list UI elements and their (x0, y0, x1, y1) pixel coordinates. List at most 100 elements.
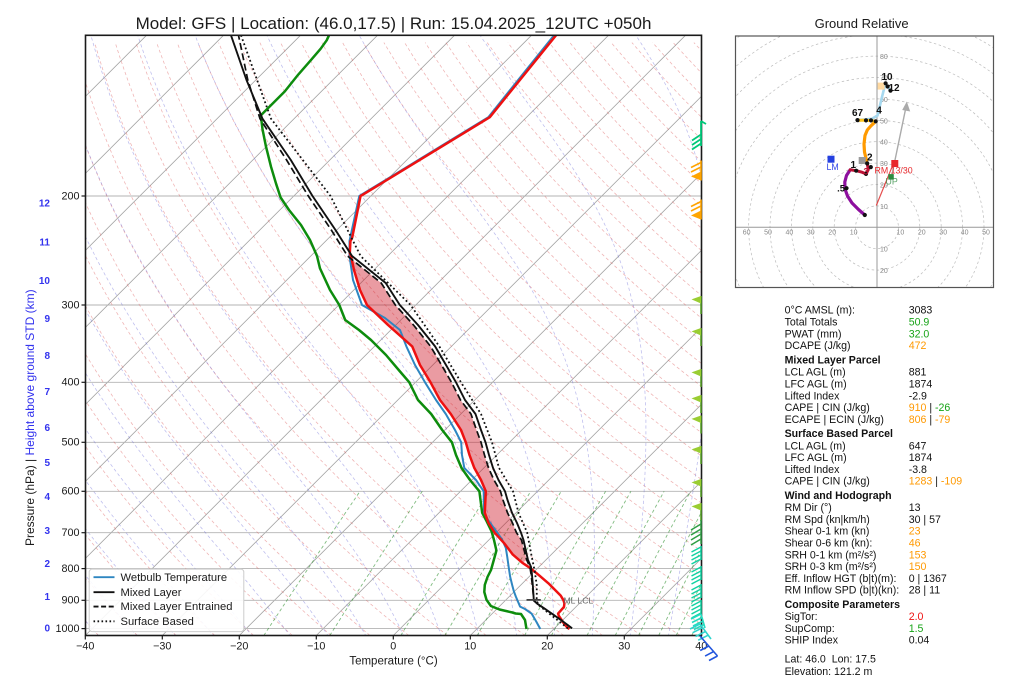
svg-text:Wind and Hodograph: Wind and Hodograph (785, 490, 892, 502)
svg-text:11: 11 (39, 238, 50, 249)
svg-text:SRH 0-3 km (m²/s²): SRH 0-3 km (m²/s²) (785, 561, 877, 573)
svg-text:300: 300 (61, 299, 79, 311)
svg-text:13: 13 (909, 502, 921, 514)
svg-text:−30: −30 (153, 641, 171, 653)
svg-text:2: 2 (867, 153, 873, 164)
svg-text:5: 5 (44, 458, 50, 469)
svg-text:Shear 0-1 km (kn): Shear 0-1 km (kn) (785, 526, 870, 538)
svg-text:30: 30 (880, 161, 888, 168)
svg-text:Surface Based: Surface Based (121, 616, 194, 628)
svg-text:Mixed Layer Parcel: Mixed Layer Parcel (785, 354, 881, 366)
svg-text:RM 13/30: RM 13/30 (875, 166, 913, 176)
svg-text:CAPE | CIN (J/kg): CAPE | CIN (J/kg) (785, 476, 870, 488)
svg-text:Mixed Layer: Mixed Layer (121, 587, 182, 599)
svg-text:12: 12 (889, 83, 901, 94)
svg-text:−20: −20 (230, 641, 248, 653)
svg-text:1874: 1874 (909, 379, 933, 391)
svg-text:10: 10 (464, 641, 476, 653)
svg-text:30: 30 (618, 641, 630, 653)
svg-text:SRH 0-1 km (m²/s²): SRH 0-1 km (m²/s²) (785, 549, 877, 561)
svg-text:2.0: 2.0 (909, 611, 924, 623)
svg-text:1: 1 (44, 592, 50, 603)
svg-text:70: 70 (880, 76, 888, 83)
svg-text:20: 20 (828, 229, 836, 236)
svg-text:Pressure (hPa) | Height: Pressure (hPa) | Height above ground STD… (23, 289, 37, 546)
svg-text:DCAPE (J/kg): DCAPE (J/kg) (785, 340, 851, 352)
svg-text:-3.8: -3.8 (909, 464, 927, 476)
svg-text:910 | -26: 910 | -26 (909, 402, 951, 414)
svg-text:700: 700 (61, 527, 79, 539)
svg-text:LM: LM (827, 162, 839, 172)
svg-text:ECAPE | ECIN (J/kg): ECAPE | ECIN (J/kg) (785, 414, 884, 426)
svg-text:1283 | -109: 1283 | -109 (909, 476, 963, 488)
svg-text:40: 40 (961, 229, 969, 236)
svg-text:LFC AGL (m): LFC AGL (m) (785, 452, 847, 464)
svg-text:50: 50 (764, 229, 772, 236)
svg-text:153: 153 (909, 549, 927, 561)
svg-text:SigTor:: SigTor: (785, 611, 818, 623)
svg-text:50.9: 50.9 (909, 317, 930, 329)
svg-text:10: 10 (39, 276, 51, 287)
svg-text:ML LCL: ML LCL (564, 595, 594, 605)
svg-text:6: 6 (44, 423, 50, 434)
svg-text:RM Inflow SPD (b|t)(kn):: RM Inflow SPD (b|t)(kn): (785, 585, 900, 597)
svg-text:30: 30 (939, 229, 947, 236)
svg-text:150: 150 (909, 561, 927, 573)
svg-text:−40: −40 (76, 641, 94, 653)
svg-text:SupComp:: SupComp: (785, 623, 835, 635)
svg-text:1000: 1000 (55, 623, 79, 635)
svg-text:12: 12 (39, 199, 51, 210)
svg-text:32.0: 32.0 (909, 328, 930, 340)
svg-text:-2.9: -2.9 (909, 390, 927, 402)
svg-text:8: 8 (44, 351, 50, 362)
svg-text:1874: 1874 (909, 452, 933, 464)
svg-text:9: 9 (44, 314, 50, 325)
svg-text:600: 600 (61, 486, 79, 498)
svg-text:Surface Based Parcel: Surface Based Parcel (785, 428, 893, 440)
svg-text:CAPE | CIN (J/kg): CAPE | CIN (J/kg) (785, 402, 870, 414)
svg-text:3083: 3083 (909, 305, 933, 317)
svg-text:800: 800 (61, 563, 79, 575)
svg-text:Composite Parameters: Composite Parameters (785, 599, 901, 611)
svg-text:RM Spd (kn|km/h): RM Spd (kn|km/h) (785, 514, 870, 526)
svg-text:50: 50 (880, 118, 888, 125)
svg-text:30 | 57: 30 | 57 (909, 514, 941, 526)
svg-text:472: 472 (909, 340, 927, 352)
svg-text:23: 23 (909, 526, 921, 538)
svg-text:50: 50 (982, 229, 990, 236)
svg-text:Eff. Inflow HGT (b|t)(m):: Eff. Inflow HGT (b|t)(m): (785, 573, 897, 585)
svg-text:0.04: 0.04 (909, 635, 930, 647)
svg-text:0: 0 (390, 641, 396, 653)
svg-text:Elevation: 121.2 m: Elevation: 121.2 m (785, 666, 873, 678)
svg-text:10: 10 (880, 247, 888, 254)
svg-text:67: 67 (852, 108, 864, 119)
svg-text:RM Dir (°): RM Dir (°) (785, 502, 832, 514)
svg-text:3: 3 (44, 526, 50, 537)
svg-text:−10: −10 (307, 641, 325, 653)
svg-text:1.5: 1.5 (909, 623, 924, 635)
svg-text:40: 40 (880, 140, 888, 147)
svg-text:647: 647 (909, 440, 927, 452)
svg-text:Lat: 46.0 Lon: 17.5: Lat: 46.0 Lon: 17.5 (785, 653, 876, 665)
svg-text:500: 500 (61, 437, 79, 449)
svg-text:0: 0 (44, 624, 50, 635)
svg-text:Shear 0-6 km (kn):: Shear 0-6 km (kn): (785, 538, 873, 550)
svg-text:80: 80 (880, 54, 888, 61)
svg-text:30: 30 (807, 229, 815, 236)
svg-text:Wetbulb Temperature: Wetbulb Temperature (121, 572, 228, 584)
svg-text:10: 10 (882, 72, 894, 83)
svg-text:2: 2 (44, 559, 50, 570)
svg-text:10: 10 (880, 204, 888, 211)
svg-text:881: 881 (909, 367, 927, 379)
svg-text:40: 40 (786, 229, 794, 236)
svg-text:LFC AGL (m): LFC AGL (m) (785, 379, 847, 391)
svg-text:4: 4 (876, 106, 882, 117)
svg-text:Model: GFS | Location: (46.0,1: Model: GFS | Location: (46.0,17.5) | Run… (136, 14, 652, 33)
svg-text:20: 20 (541, 641, 553, 653)
svg-text:20: 20 (918, 229, 926, 236)
svg-text:60: 60 (880, 97, 888, 104)
svg-text:1: 1 (850, 160, 856, 171)
svg-text:46: 46 (909, 538, 921, 550)
svg-text:806 | -79: 806 | -79 (909, 414, 951, 426)
svg-text:LCL AGL (m): LCL AGL (m) (785, 367, 846, 379)
